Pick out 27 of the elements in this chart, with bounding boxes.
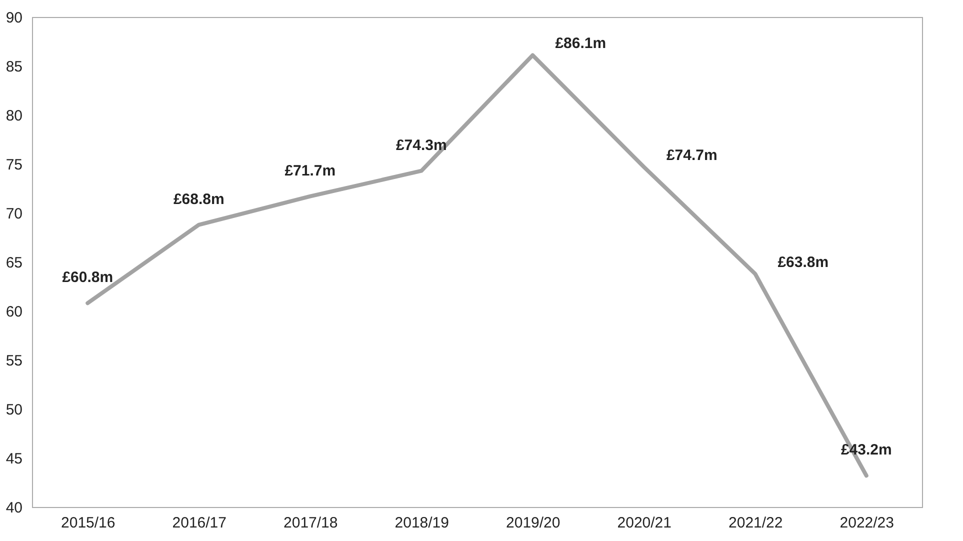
x-tick-label: 2018/19 [394,514,449,532]
data-label: £63.8m [778,254,829,271]
y-tick-label: 60 [6,304,22,320]
data-label: £60.8m [62,269,114,286]
y-tick-label: 90 [6,10,22,26]
data-label: £71.7m [284,162,336,180]
x-tick-label: 2016/17 [172,514,226,532]
data-label: £74.7m [666,146,718,164]
data-label: £68.8m [173,190,224,208]
y-tick-label: 75 [6,156,22,174]
y-tick-label: 40 [6,500,22,516]
y-tick-label: 65 [6,254,22,272]
x-tick-label: 2019/20 [506,514,560,532]
y-tick-label: 85 [6,58,22,76]
x-tick-label: 2015/16 [61,514,116,532]
data-label: £86.1m [555,35,606,52]
x-tick-label: 2022/23 [840,514,894,532]
y-tick-label: 50 [6,402,22,418]
x-tick-label: 2021/22 [728,514,783,532]
y-tick-label: 80 [6,108,22,124]
y-tick-label: 70 [6,206,22,222]
x-tick-label: 2020/21 [617,514,672,532]
data-label: £74.3m [396,136,447,154]
y-tick-label: 45 [6,450,22,468]
data-label: £43.2m [840,442,892,459]
y-tick-label: 55 [6,352,22,370]
x-tick-label: 2017/18 [284,514,338,532]
